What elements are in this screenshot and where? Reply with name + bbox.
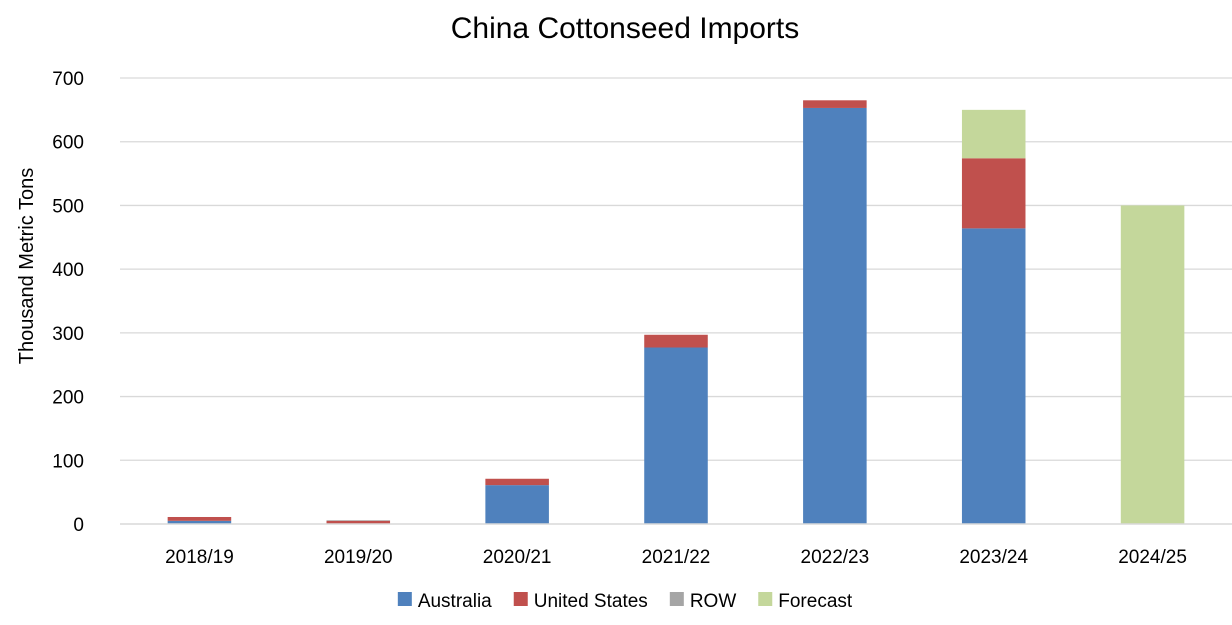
- legend-item: Forecast: [758, 591, 853, 612]
- legend-swatch: [669, 592, 684, 606]
- bar-segment: [803, 107, 867, 525]
- y-tick-label: 700: [52, 69, 84, 90]
- legend-label: Forecast: [778, 591, 853, 612]
- y-tick-label: 100: [52, 451, 84, 472]
- x-tick-label: 2022/23: [801, 547, 870, 568]
- x-tick-label: 2021/22: [642, 547, 711, 568]
- y-tick-label: 400: [52, 260, 84, 281]
- x-tick-label: 2019/20: [324, 547, 393, 568]
- bar-segment: [961, 158, 1026, 229]
- legend-item: United States: [513, 591, 648, 612]
- x-tick-label: 2024/25: [1118, 547, 1187, 568]
- legend-swatch: [758, 592, 773, 606]
- bar-segment: [961, 109, 1026, 159]
- bar-segment: [644, 347, 708, 524]
- x-tick-label: 2018/19: [165, 547, 234, 568]
- bar-segment: [644, 334, 708, 348]
- legend-item: Australia: [397, 591, 492, 612]
- bar-segment: [803, 100, 867, 108]
- y-tick-label: 0: [73, 515, 84, 536]
- axes: 0 100 200 300 400 500 600 700 2018/19 2019/20 2020…: [52, 69, 1232, 568]
- x-tick-label: 2020/21: [483, 547, 552, 568]
- y-axis-label: Thousand Metric Tons: [16, 168, 38, 364]
- legend: Australia United States ROW Forecast: [397, 591, 853, 612]
- chart-title: China Cottonseed Imports: [451, 12, 800, 45]
- y-tick-label: 200: [52, 388, 84, 409]
- x-tick-label: 2023/24: [959, 547, 1028, 568]
- bar-segment: [961, 228, 1026, 524]
- legend-label: Australia: [418, 591, 492, 612]
- bar-segment: [167, 516, 232, 521]
- bar-segment: [167, 520, 232, 524]
- legend-item: ROW: [669, 591, 737, 612]
- y-tick-label: 500: [52, 196, 84, 217]
- legend-label: United States: [534, 591, 648, 612]
- legend-swatch: [397, 592, 412, 606]
- gridlines: [120, 77, 1232, 461]
- bar-segment: [326, 520, 391, 524]
- bar-segment: [485, 485, 549, 524]
- legend-swatch: [513, 592, 528, 606]
- y-tick-label: 300: [52, 324, 84, 345]
- bars: [167, 100, 1185, 525]
- bar-segment: [1120, 205, 1185, 524]
- y-tick-label: 600: [52, 133, 84, 154]
- legend-label: ROW: [690, 591, 737, 612]
- bar-segment: [326, 520, 391, 521]
- bar-segment: [485, 478, 549, 486]
